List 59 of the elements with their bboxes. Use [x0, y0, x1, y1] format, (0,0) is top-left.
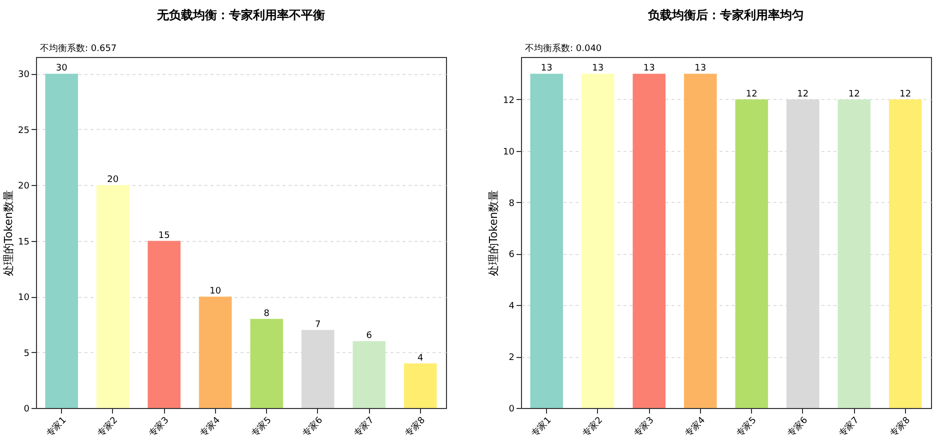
y-tick-label: 0 — [24, 404, 30, 414]
bar — [250, 318, 284, 408]
y-axis-title: 处理的Token数量 — [2, 190, 16, 276]
data-label: 15 — [158, 230, 170, 241]
x-tick-label: 专家4 — [198, 414, 223, 436]
y-tick-label: 30 — [18, 70, 30, 80]
bar — [148, 240, 181, 408]
data-label: 10 — [210, 286, 222, 297]
bar — [45, 74, 78, 408]
y-tick-label: 2 — [508, 353, 514, 364]
x-tick-label: 专家5 — [249, 414, 274, 436]
y-tick-label: 6 — [508, 250, 515, 260]
y-tick-label: 8 — [508, 198, 515, 209]
data-label: 12 — [900, 89, 912, 100]
data-label: 30 — [56, 64, 68, 74]
y-axis-title: 处理的Token数量 — [487, 190, 500, 276]
data-label: 13 — [694, 64, 706, 74]
x-tick-label: 专家3 — [146, 414, 172, 436]
data-label: 13 — [592, 64, 604, 74]
x-tick-label: 专家8 — [888, 414, 913, 436]
y-tick-label: 12 — [503, 96, 514, 106]
x-tick-label: 专家7 — [352, 414, 376, 436]
x-tick-label: 专家6 — [785, 414, 810, 436]
y-tick-label: 15 — [18, 237, 30, 248]
data-label: 20 — [107, 175, 119, 186]
x-tick-label: 专家2 — [580, 414, 605, 436]
x-tick-label: 专家6 — [300, 414, 326, 436]
text: 不均衡系数: 0.040 — [525, 43, 602, 54]
text: 不均衡系数: 0.657 — [40, 43, 117, 54]
y-tick-label: 4 — [508, 302, 515, 312]
bar — [352, 341, 386, 408]
data-label: 4 — [418, 353, 424, 364]
data-label: 7 — [315, 320, 321, 330]
y-tick-label: 0 — [508, 404, 515, 414]
x-tick-label: 专家1 — [44, 414, 69, 436]
data-label: 8 — [264, 308, 270, 319]
x-tick-label: 专家1 — [529, 414, 554, 436]
data-label: 12 — [848, 89, 860, 100]
data-label: 12 — [746, 89, 758, 100]
y-tick-label: 25 — [18, 126, 30, 136]
y-tick-label: 5 — [24, 348, 30, 359]
data-label: 6 — [366, 331, 372, 342]
x-tick-label: 专家8 — [402, 414, 428, 436]
data-label: 12 — [797, 89, 809, 100]
data-label: 13 — [643, 64, 655, 74]
bar — [198, 296, 232, 408]
x-tick-label: 专家3 — [632, 414, 656, 436]
y-tick-label: 10 — [18, 293, 30, 304]
x-tick-label: 专家7 — [836, 414, 862, 436]
chart-title: 负载均衡后：专家利用率均匀 — [647, 8, 804, 22]
y-tick-label: 20 — [18, 182, 30, 192]
x-tick-label: 专家2 — [95, 414, 120, 436]
x-tick-label: 专家4 — [682, 414, 708, 436]
bar — [404, 363, 437, 408]
chart-title: 无负载均衡：专家利用率不平衡 — [156, 8, 325, 22]
data-label: 13 — [540, 64, 552, 74]
x-tick-label: 专家5 — [734, 414, 759, 436]
y-tick-label: 10 — [503, 147, 515, 158]
bar — [96, 185, 130, 408]
